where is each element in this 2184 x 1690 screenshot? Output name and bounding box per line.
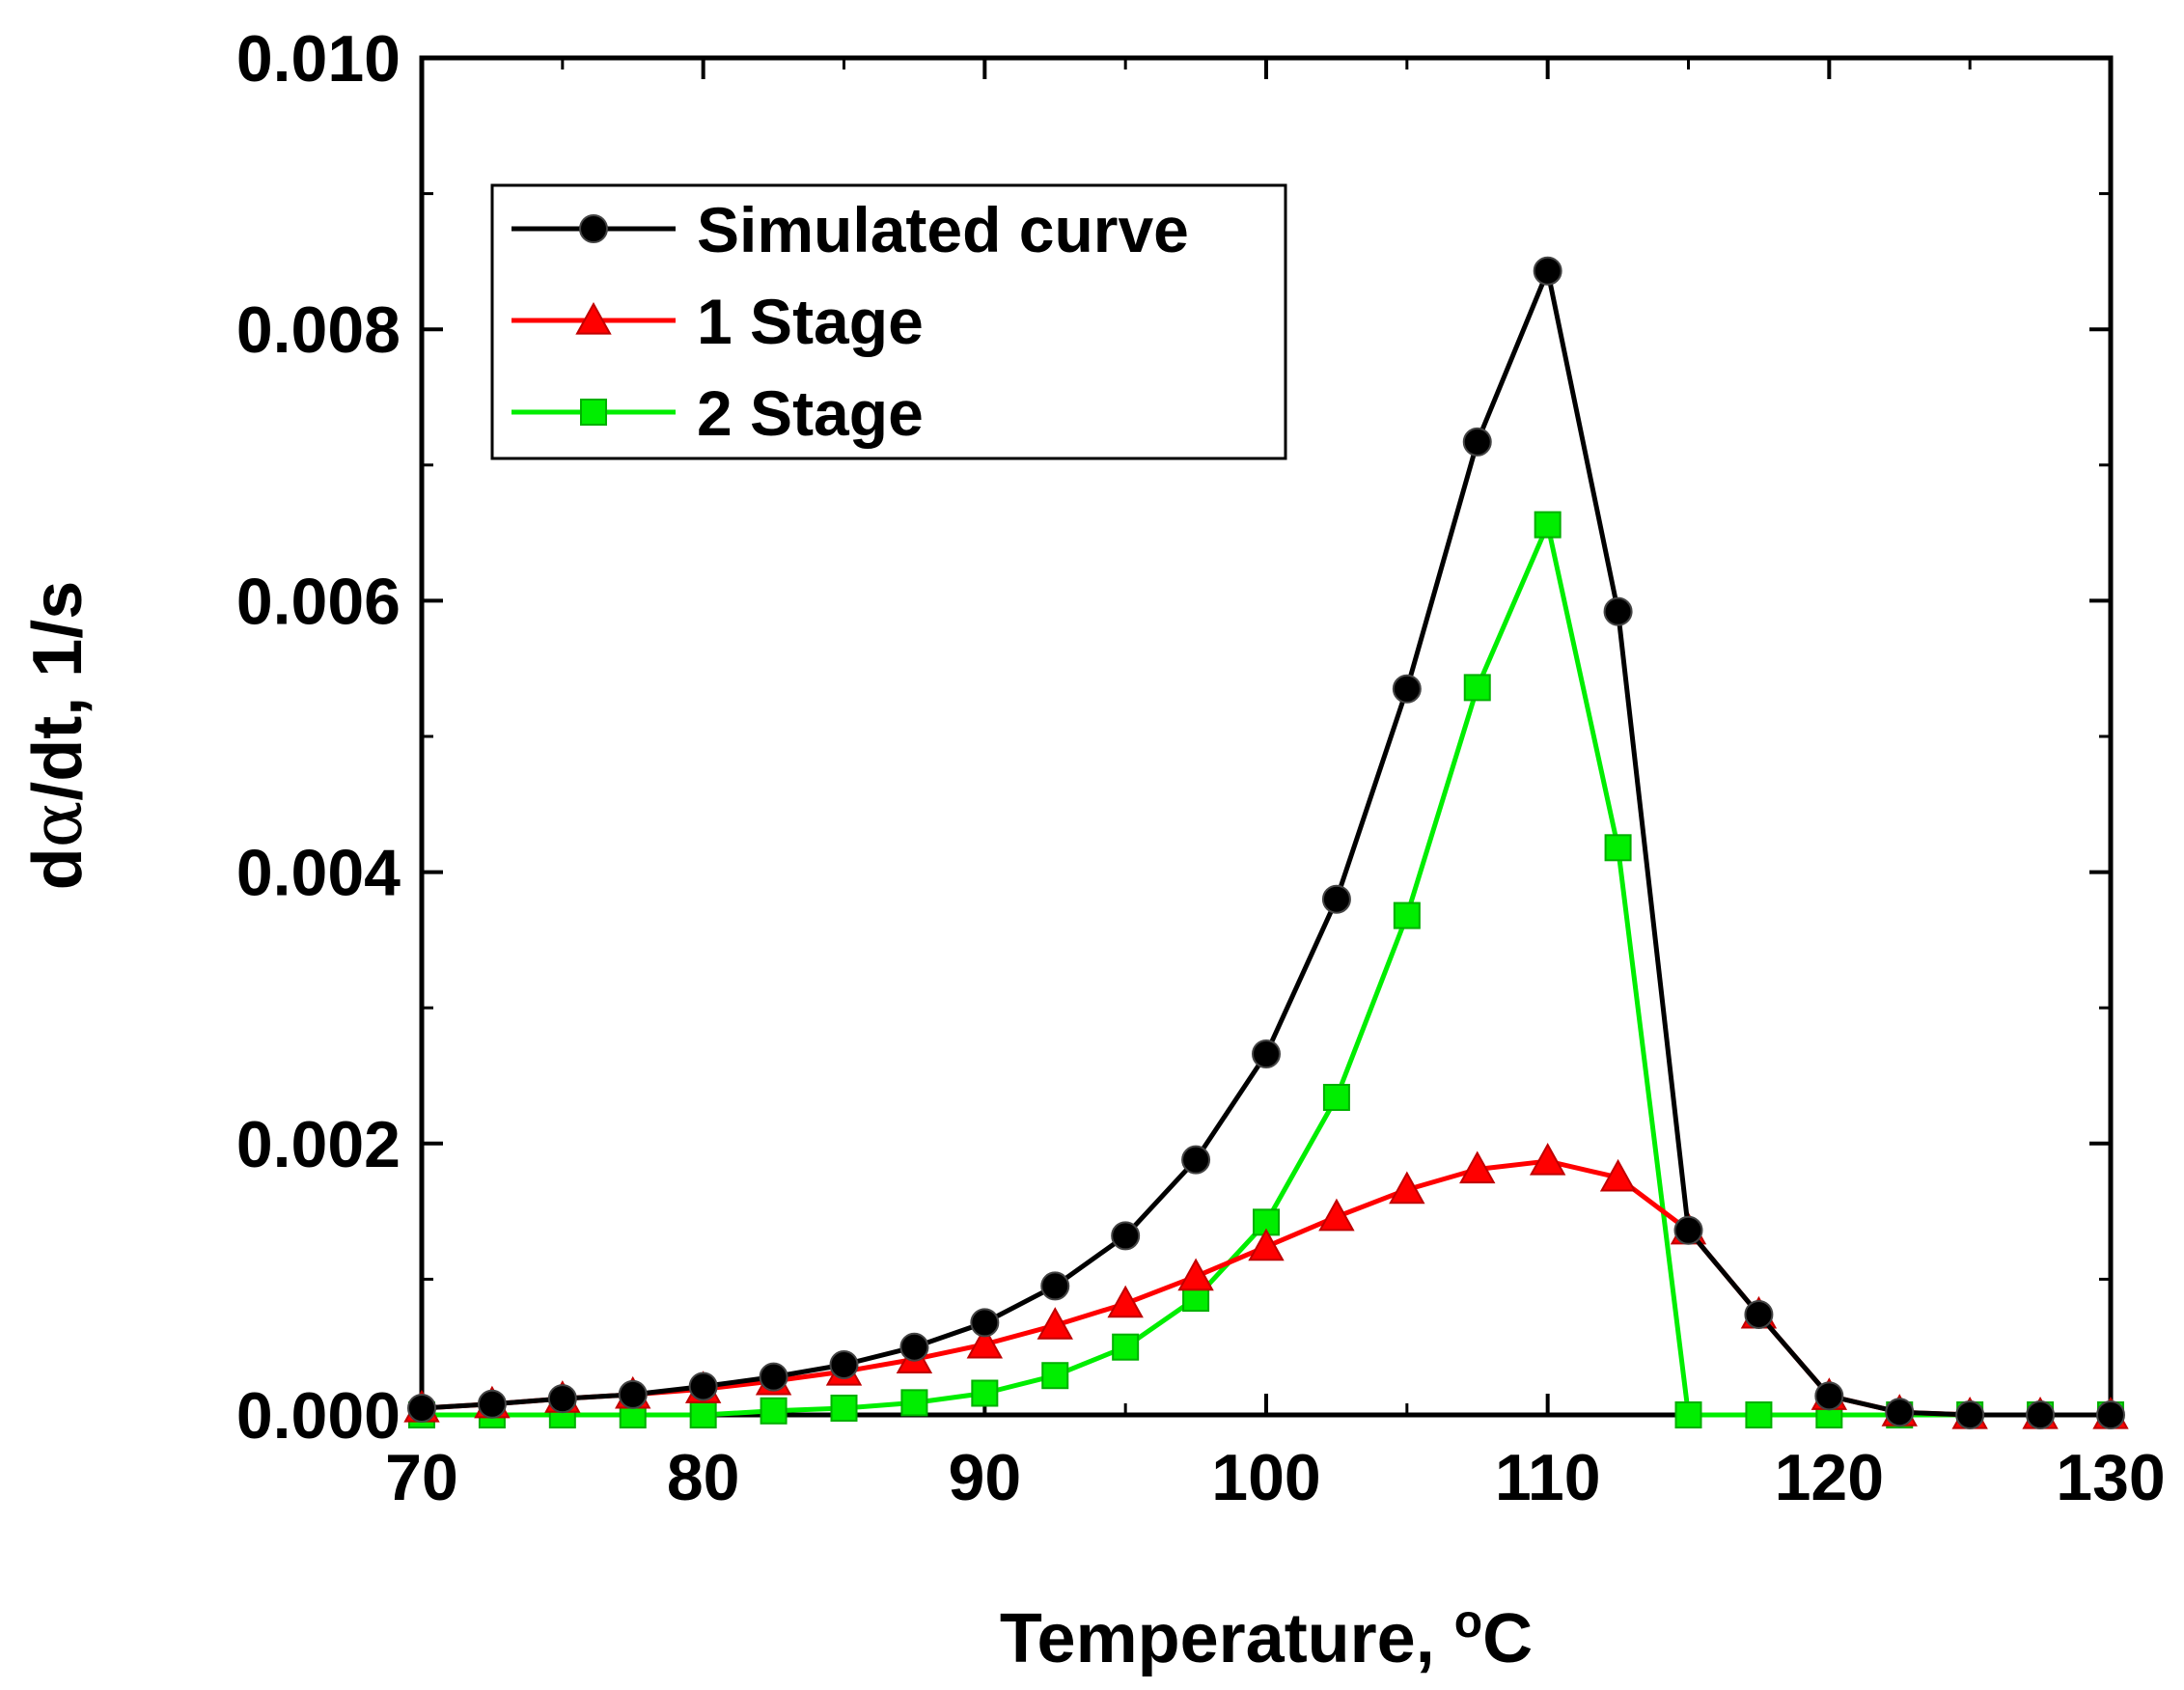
- y-tick-label: 0.010: [236, 22, 401, 96]
- data-point-simulated-curve: [2026, 1400, 2056, 1429]
- x-axis-title: Temperature, oC: [1000, 1596, 1533, 1677]
- data-point-simulated-curve: [477, 1389, 507, 1419]
- series-layer: [403, 256, 2129, 1429]
- x-tick-label: 120: [1775, 1441, 1884, 1514]
- data-point-simulated-curve: [970, 1308, 1000, 1338]
- data-point-simulated-curve: [1814, 1381, 1844, 1411]
- legend-item-1-stage: 1 Stage: [511, 286, 924, 357]
- data-point-1-stage: [1248, 1228, 1285, 1261]
- legend-label: 1 Stage: [697, 286, 924, 357]
- y-tick-labels: 0.000 0.002 0.004 0.006 0.008 0.010: [236, 22, 401, 1453]
- data-point-simulated-curve: [1603, 596, 1633, 626]
- data-point-1-stage: [1318, 1198, 1355, 1232]
- legend-items: Simulated curve 1 Stage 2 Stage: [511, 194, 1189, 449]
- data-point-2-stage: [900, 1389, 928, 1417]
- legend-swatch-marker: [580, 399, 607, 426]
- y-tick-label: 0.000: [236, 1379, 401, 1453]
- data-point-2-stage: [1745, 1401, 1773, 1428]
- data-point-2-stage: [1322, 1083, 1350, 1111]
- data-point-1-stage: [1037, 1307, 1073, 1340]
- data-point-simulated-curve: [1392, 674, 1422, 704]
- data-point-2-stage: [689, 1401, 717, 1428]
- y-tick-label: 0.002: [236, 1108, 401, 1181]
- data-point-2-stage: [1674, 1401, 1702, 1428]
- data-point-simulated-curve: [1181, 1145, 1211, 1175]
- legend-swatch-marker: [575, 301, 612, 335]
- data-point-1-stage: [1177, 1258, 1214, 1291]
- data-point-1-stage: [1599, 1158, 1637, 1192]
- legend-item-2-stage: 2 Stage: [511, 377, 924, 449]
- data-point-2-stage: [1041, 1362, 1069, 1390]
- x-tick-label: 100: [1211, 1441, 1320, 1514]
- data-point-2-stage: [1604, 834, 1632, 862]
- data-point-1-stage: [1459, 1150, 1496, 1184]
- data-point-simulated-curve: [1673, 1215, 1703, 1245]
- data-point-simulated-curve: [1533, 256, 1562, 286]
- data-point-simulated-curve: [1462, 427, 1492, 457]
- data-point-simulated-curve: [1252, 1039, 1281, 1069]
- data-point-simulated-curve: [407, 1393, 436, 1423]
- x-tick-label: 90: [949, 1441, 1022, 1514]
- data-point-2-stage: [971, 1379, 999, 1407]
- x-tick-label: 70: [385, 1441, 458, 1514]
- legend-label: 2 Stage: [697, 377, 924, 449]
- data-point-simulated-curve: [1321, 884, 1351, 914]
- data-point-simulated-curve: [1955, 1400, 1985, 1429]
- y-tick-label: 0.004: [236, 837, 401, 910]
- data-point-simulated-curve: [1744, 1299, 1774, 1329]
- data-point-2-stage: [760, 1397, 788, 1425]
- data-point-simulated-curve: [547, 1384, 577, 1414]
- data-point-1-stage: [1529, 1143, 1566, 1176]
- x-tick-label: 130: [2056, 1441, 2165, 1514]
- data-point-1-stage: [1107, 1285, 1144, 1318]
- data-point-simulated-curve: [2096, 1400, 2125, 1429]
- data-point-simulated-curve: [1111, 1221, 1141, 1251]
- legend: Simulated curve 1 Stage 2 Stage: [490, 183, 1287, 460]
- y-tick-label: 0.008: [236, 293, 401, 367]
- data-point-simulated-curve: [1885, 1398, 1915, 1427]
- y-tick-label: 0.006: [236, 565, 401, 638]
- legend-label: Simulated curve: [697, 194, 1189, 265]
- data-point-simulated-curve: [899, 1332, 929, 1362]
- data-point-2-stage: [830, 1394, 858, 1422]
- series-simulated-curve: [407, 256, 2125, 1429]
- x-tick-label: 110: [1495, 1441, 1601, 1514]
- data-point-simulated-curve: [618, 1379, 648, 1409]
- data-point-simulated-curve: [759, 1362, 788, 1392]
- data-point-2-stage: [1112, 1333, 1140, 1361]
- data-point-simulated-curve: [829, 1349, 859, 1379]
- data-point-2-stage: [1393, 901, 1421, 929]
- data-point-1-stage: [966, 1325, 1004, 1359]
- data-point-2-stage: [1534, 511, 1562, 539]
- data-point-simulated-curve: [1040, 1271, 1070, 1301]
- x-tick-labels: 70 80 90 100 110 120 130: [385, 1441, 2166, 1514]
- data-point-simulated-curve: [688, 1371, 718, 1401]
- y-axis-title: dα/dt, 1/s: [16, 581, 97, 891]
- legend-item-simulated-curve: Simulated curve: [511, 194, 1189, 265]
- data-point-1-stage: [1389, 1171, 1425, 1205]
- legend-swatch-marker: [579, 214, 608, 243]
- x-tick-label: 80: [667, 1441, 740, 1514]
- data-point-2-stage: [1463, 674, 1491, 702]
